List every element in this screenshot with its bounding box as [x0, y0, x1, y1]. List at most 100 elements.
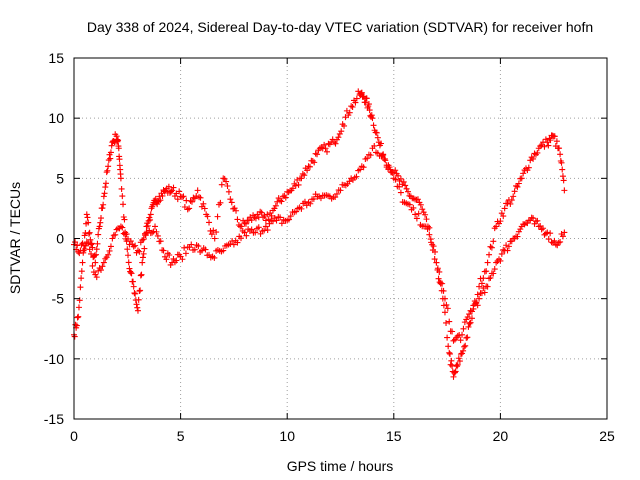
data-point — [366, 107, 373, 114]
data-point — [515, 180, 522, 187]
data-point — [130, 283, 137, 290]
data-point — [483, 268, 490, 275]
data-point — [262, 217, 269, 224]
data-point — [128, 270, 135, 277]
data-point — [193, 193, 200, 200]
data-point — [220, 247, 227, 254]
data-point — [503, 242, 510, 249]
data-point — [500, 213, 507, 220]
data-point — [112, 231, 119, 238]
data-point — [445, 343, 452, 350]
data-point — [547, 137, 554, 144]
data-point — [140, 236, 147, 243]
data-point — [410, 204, 417, 211]
data-point — [230, 241, 237, 248]
x-tick-label: 5 — [177, 428, 185, 444]
data-point — [235, 222, 242, 229]
data-point — [480, 275, 487, 282]
data-point — [348, 103, 355, 110]
data-point — [454, 361, 461, 368]
data-point — [447, 361, 454, 368]
data-point — [332, 140, 339, 147]
data-point — [201, 205, 208, 212]
data-point — [412, 211, 419, 218]
data-point — [173, 257, 180, 264]
data-point — [466, 320, 473, 327]
data-point — [517, 226, 524, 233]
data-point — [191, 246, 198, 253]
data-point — [452, 368, 459, 375]
data-point — [436, 268, 443, 275]
data-point — [309, 157, 316, 164]
data-point — [105, 251, 112, 258]
data-point — [293, 208, 300, 215]
data-point — [446, 350, 453, 357]
data-point — [491, 266, 498, 273]
data-point — [310, 195, 317, 202]
data-point — [481, 289, 488, 296]
data-point — [214, 213, 221, 220]
data-point — [497, 257, 504, 264]
data-point — [456, 358, 463, 365]
data-point — [248, 217, 255, 224]
data-point — [441, 309, 448, 316]
data-point — [100, 259, 107, 266]
data-point — [337, 187, 344, 194]
data-point — [333, 190, 340, 197]
data-point — [544, 139, 551, 146]
x-tick-label: 25 — [599, 428, 615, 444]
data-point — [213, 229, 220, 236]
data-point — [368, 112, 375, 119]
data-point — [252, 215, 259, 222]
data-point — [100, 193, 107, 200]
data-point — [454, 363, 461, 370]
data-point — [446, 349, 453, 356]
data-point — [134, 307, 141, 314]
data-point — [301, 198, 308, 205]
data-point — [202, 246, 209, 253]
data-point — [457, 337, 464, 344]
data-point — [191, 195, 198, 202]
data-point — [206, 219, 213, 226]
data-point — [292, 182, 299, 189]
data-point — [149, 229, 156, 236]
data-point — [271, 205, 278, 212]
data-point — [498, 210, 505, 217]
data-point — [462, 342, 469, 349]
data-point — [108, 142, 115, 149]
data-point — [560, 177, 567, 184]
data-point — [196, 194, 203, 201]
data-point — [79, 259, 86, 266]
data-point — [134, 247, 141, 254]
data-point — [127, 269, 134, 276]
data-point — [180, 193, 187, 200]
data-point — [428, 239, 435, 246]
data-point — [450, 373, 457, 380]
data-point — [278, 198, 285, 205]
data-point — [448, 357, 455, 364]
data-point — [170, 184, 177, 191]
y-axis-label: SDTVAR / TECUs — [7, 182, 23, 294]
data-point — [163, 256, 170, 263]
data-point — [136, 248, 143, 255]
data-point — [125, 259, 132, 266]
data-point — [143, 223, 150, 230]
y-tick-label: 15 — [48, 50, 64, 66]
data-point — [120, 201, 127, 208]
data-point — [540, 225, 547, 232]
data-point — [257, 208, 264, 215]
data-point — [169, 187, 176, 194]
data-point — [165, 183, 172, 190]
data-point — [545, 142, 552, 149]
data-point — [221, 175, 228, 182]
data-point — [261, 212, 268, 219]
data-point — [78, 275, 85, 282]
data-point — [83, 211, 90, 218]
data-point — [460, 347, 467, 354]
data-point — [255, 224, 262, 231]
data-point — [419, 206, 426, 213]
data-point — [423, 216, 430, 223]
data-point — [132, 290, 139, 297]
data-point — [254, 211, 261, 218]
data-point — [450, 337, 457, 344]
